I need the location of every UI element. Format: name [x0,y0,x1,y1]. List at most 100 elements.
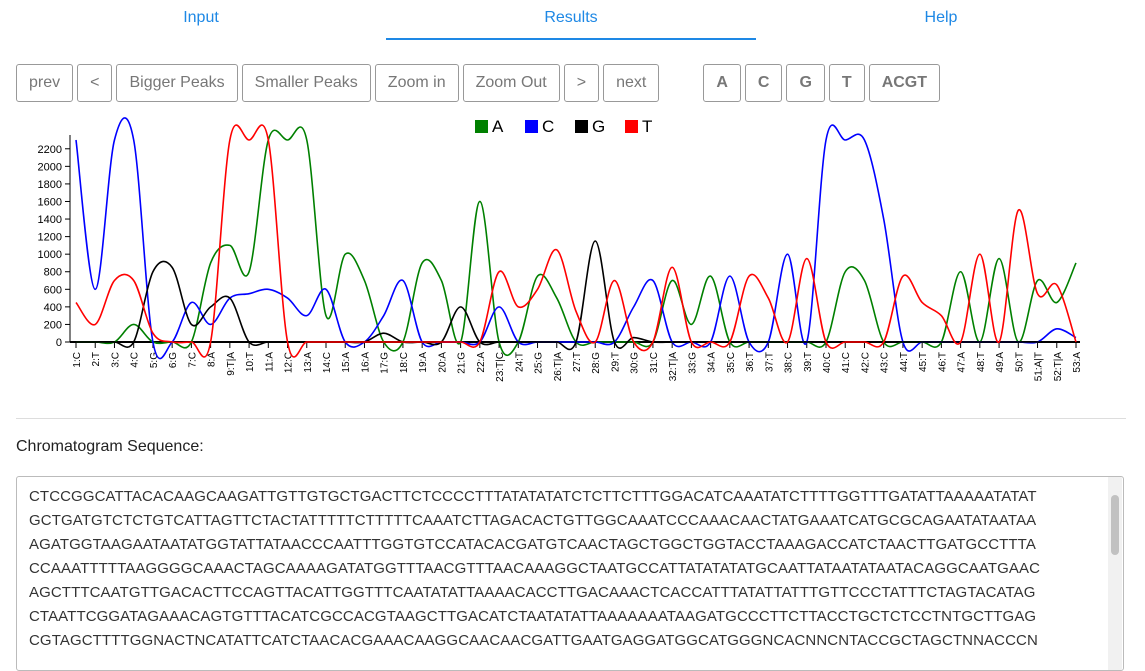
y-tick-label: 2000 [38,161,62,173]
x-tick-label: 13:A [303,352,314,373]
x-tick-label: 30:G [630,352,641,374]
sequence-line: CGTAGCTTTTGGNACTNCATATTCATCTAACACGAAACAA… [29,632,1038,649]
legend-swatch [525,120,538,133]
sequence-line: GCTGATGTCTCTGTCATTAGTTCTACTATTTTTCTTTTTC… [29,512,1037,529]
x-tick-label: 5:G [149,352,160,368]
button[interactable]: Smaller Peaks [241,64,371,102]
x-tick-label: 45:T [918,352,929,372]
x-tick-label: 24:T [514,352,525,372]
y-tick-label: 1400 [38,214,62,226]
x-tick-label: 27:T [572,352,583,372]
x-tick-label: 1:C [72,352,83,368]
sequence-line: CCAAATTTTTAAGGGGCAAACTAGCAAAAGATATGGTTTA… [29,560,1041,577]
y-tick-label: 400 [44,302,62,314]
button[interactable]: > [563,64,600,102]
trace [75,126,1077,356]
y-tick-label: 0 [56,337,62,349]
y-tick-label: 2200 [38,144,62,156]
base-button[interactable]: T [828,64,865,102]
x-tick-label: 3:C [110,352,121,368]
x-tick-label: 14:C [322,352,333,373]
x-tick-label: 26:T|A [553,352,564,382]
x-tick-label: 49:A [995,352,1006,373]
x-tick-label: 47:A [957,352,968,373]
base-button[interactable]: A [703,64,741,102]
legend-label: A [492,117,504,136]
y-tick-label: 1800 [38,179,62,191]
y-tick-label: 1000 [38,249,62,261]
x-tick-label: 41:C [841,352,852,373]
x-tick-label: 53:A [1072,352,1083,373]
x-tick-label: 38:C [784,352,795,373]
button[interactable]: Zoom Out [462,64,560,102]
trace [75,117,1077,360]
chromatogram: 0 200 400 600 800 1000 1200 1400 1600 1800 2000 220… [38,117,1083,382]
x-tick-label: 34:A [707,352,718,373]
x-tick-label: 25:G [534,352,545,374]
x-tick-label: 39:T [803,352,814,372]
button[interactable]: next [603,64,660,102]
y-tick-label: 1200 [38,232,62,244]
x-tick-label: 18:C [399,352,410,373]
scrollbar [1108,477,1122,670]
x-tick-label: 15:A [341,352,352,373]
x-tick-label: 44:T [899,352,910,372]
base-button[interactable]: G [786,64,825,102]
x-tick-label: 2:T [91,352,102,366]
x-tick-label: 51:A|T [1034,352,1045,381]
x-tick-label: 16:A [360,352,371,373]
trace [75,124,1077,358]
x-tick-label: 28:G [591,352,602,374]
legend-swatch [625,120,638,133]
sequence-line: AGCTTTCAATGTTGACACTTCCAGTTACATTGGTTTCAAT… [29,584,1036,601]
x-tick-label: 20:A [437,352,448,373]
y-tick-label: 1600 [38,196,62,208]
x-tick-label: 42:C [860,352,871,373]
tab[interactable]: Input [183,9,219,26]
x-tick-label: 6:G [168,352,179,368]
y-tick-label: 800 [44,267,62,279]
x-tick-label: 7:C [187,352,198,368]
button[interactable]: < [77,64,113,102]
button[interactable]: prev [16,64,74,102]
x-tick-label: 22:A [476,352,487,373]
sequence-line: CTCCGGCATTACACAAGCAAGATTGTTGTGCTGACTTCTC… [29,488,1037,505]
legend-label: G [592,117,605,136]
x-tick-label: 35:C [726,352,737,373]
x-tick-label: 21:G [457,352,468,374]
x-tick-label: 23:T|C [495,352,506,382]
tabs: Input Results Help [16,0,1126,40]
x-tick-label: 11:A [264,352,275,372]
sequence-box[interactable]: CTCCGGCATTACACAAGCAAGATTGTTGTGCTGACTTCTC… [16,476,1124,671]
sequence-line: CTAATTCGGATAGAAACAGTGTTTACATCGCCACGTAAGC… [29,608,1037,625]
x-tick-label: 40:C [822,352,833,373]
x-tick-label: 46:T [937,352,948,372]
base-button[interactable]: ACGT [868,64,941,102]
x-tick-label: 10:T [245,352,256,372]
x-tick-label: 36:T [745,352,756,372]
x-tick-label: 12:C [284,352,295,373]
tab[interactable]: Help [924,9,958,26]
button[interactable]: Bigger Peaks [116,64,238,102]
base-button[interactable]: C [744,64,783,102]
x-tick-label: 33:G [687,352,698,374]
legend-swatch [475,120,488,133]
sequence-label: Chromatogram Sequence: [16,438,204,455]
sequence-line: AGATGGTAAGAATAATATGGTATTATAACCCAATTTGGTG… [29,536,1036,553]
x-tick-label: 29:T [610,352,621,372]
tab[interactable]: Results [386,0,756,40]
scroll-thumb[interactable] [1111,495,1119,555]
x-tick-label: 32:T|A [668,352,679,382]
x-tick-label: 43:C [880,352,891,373]
legend-label: C [542,117,554,136]
divider [16,418,1126,419]
x-tick-label: 4:C [130,352,141,368]
y-tick-label: 200 [44,319,62,331]
x-tick-label: 8:A [207,352,218,367]
toolbar: prev < Bigger Peaks Smaller Peaks Zoom in Zoo… [16,64,941,102]
button[interactable]: Zoom in [374,64,459,102]
x-tick-label: 31:C [649,352,660,373]
x-tick-label: 48:T [976,352,987,372]
spacer [663,64,699,102]
